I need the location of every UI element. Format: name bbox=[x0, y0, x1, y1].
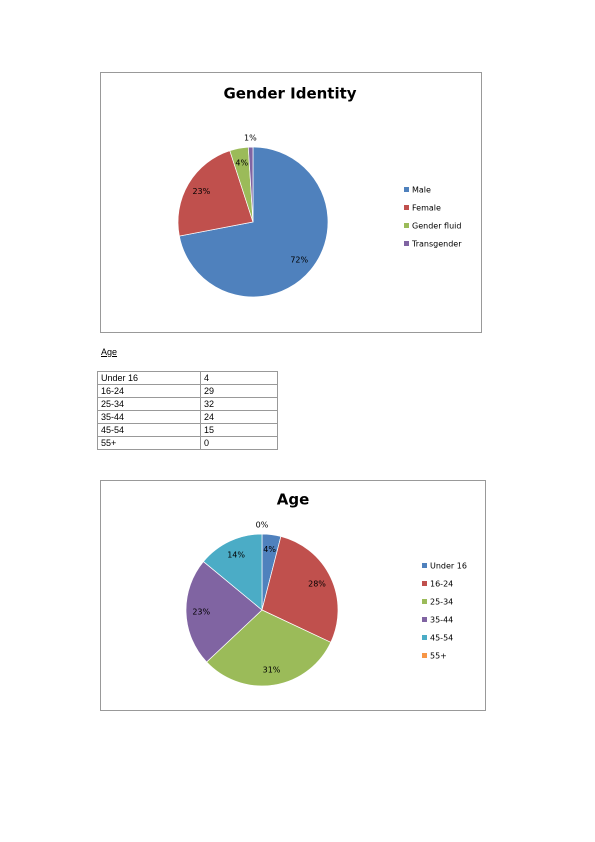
legend-label: 35-44 bbox=[430, 616, 453, 625]
pie-slice bbox=[261, 535, 339, 643]
table-cell: 4 bbox=[200, 371, 278, 385]
data-label: 4% bbox=[235, 159, 248, 168]
table-row: 35-44 24 bbox=[97, 410, 278, 424]
data-label: 31% bbox=[263, 666, 281, 675]
legend-swatch bbox=[404, 187, 409, 192]
data-label: 28% bbox=[308, 580, 326, 589]
pie-slice bbox=[178, 146, 329, 298]
pie-slice bbox=[185, 561, 263, 663]
table-row: Under 16 4 bbox=[97, 371, 278, 385]
data-label: 0% bbox=[256, 520, 269, 529]
legend-swatch bbox=[422, 599, 427, 604]
pie-slice bbox=[247, 146, 254, 223]
table-cell: 0 bbox=[200, 436, 278, 450]
data-label: 72% bbox=[290, 256, 308, 265]
legend-label: Gender fluid bbox=[412, 222, 461, 231]
legend-label: 25-34 bbox=[430, 598, 453, 607]
table-row: 55+ 0 bbox=[97, 436, 278, 450]
pie-slice bbox=[206, 609, 332, 687]
table-cell: Under 16 bbox=[97, 371, 201, 385]
chart-frame bbox=[100, 72, 482, 333]
table-row: 45-54 15 bbox=[97, 423, 278, 437]
table-cell: 25-34 bbox=[97, 397, 201, 411]
table-cell: 55+ bbox=[97, 436, 201, 450]
legend-swatch bbox=[404, 241, 409, 246]
table-cell: 15 bbox=[200, 423, 278, 437]
legend-swatch bbox=[404, 205, 409, 210]
legend-label: Transgender bbox=[411, 240, 462, 249]
data-label: 23% bbox=[192, 187, 210, 196]
data-label: 4% bbox=[263, 545, 276, 554]
pie-slice bbox=[202, 533, 263, 611]
table-cell: 35-44 bbox=[97, 410, 201, 424]
table-cell: 45-54 bbox=[97, 423, 201, 437]
legend-swatch bbox=[422, 581, 427, 586]
data-label: 14% bbox=[227, 550, 245, 559]
table-row: 25-34 32 bbox=[97, 397, 278, 411]
table-cell: 29 bbox=[200, 384, 278, 398]
legend-swatch bbox=[422, 653, 427, 658]
legend-swatch bbox=[404, 223, 409, 228]
table-cell: 32 bbox=[200, 397, 278, 411]
legend-swatch bbox=[422, 563, 427, 568]
legend-label: Female bbox=[412, 204, 441, 213]
legend-swatch bbox=[422, 617, 427, 622]
legend-label: 45-54 bbox=[430, 634, 453, 643]
chart-title: Age bbox=[277, 491, 310, 509]
table: Under 16 4 16-24 29 25-34 32 35-44 24 45-54 15 55+… bbox=[97, 371, 278, 450]
chart-frame bbox=[100, 480, 486, 711]
legend-swatch bbox=[422, 635, 427, 640]
data-label: 1% bbox=[244, 134, 257, 143]
legend-label: 16-24 bbox=[430, 580, 453, 589]
pie-slice bbox=[177, 150, 254, 237]
chart-title: Gender Identity bbox=[223, 85, 356, 103]
legend-label: 55+ bbox=[430, 652, 447, 661]
legend-label: Male bbox=[412, 186, 431, 195]
data-label: 23% bbox=[192, 607, 210, 616]
table-cell: 24 bbox=[200, 410, 278, 424]
table-cell: 16-24 bbox=[97, 384, 201, 398]
legend-label: Under 16 bbox=[430, 562, 467, 571]
table-row: 16-24 29 bbox=[97, 384, 278, 398]
heading: Age bbox=[101, 347, 118, 357]
